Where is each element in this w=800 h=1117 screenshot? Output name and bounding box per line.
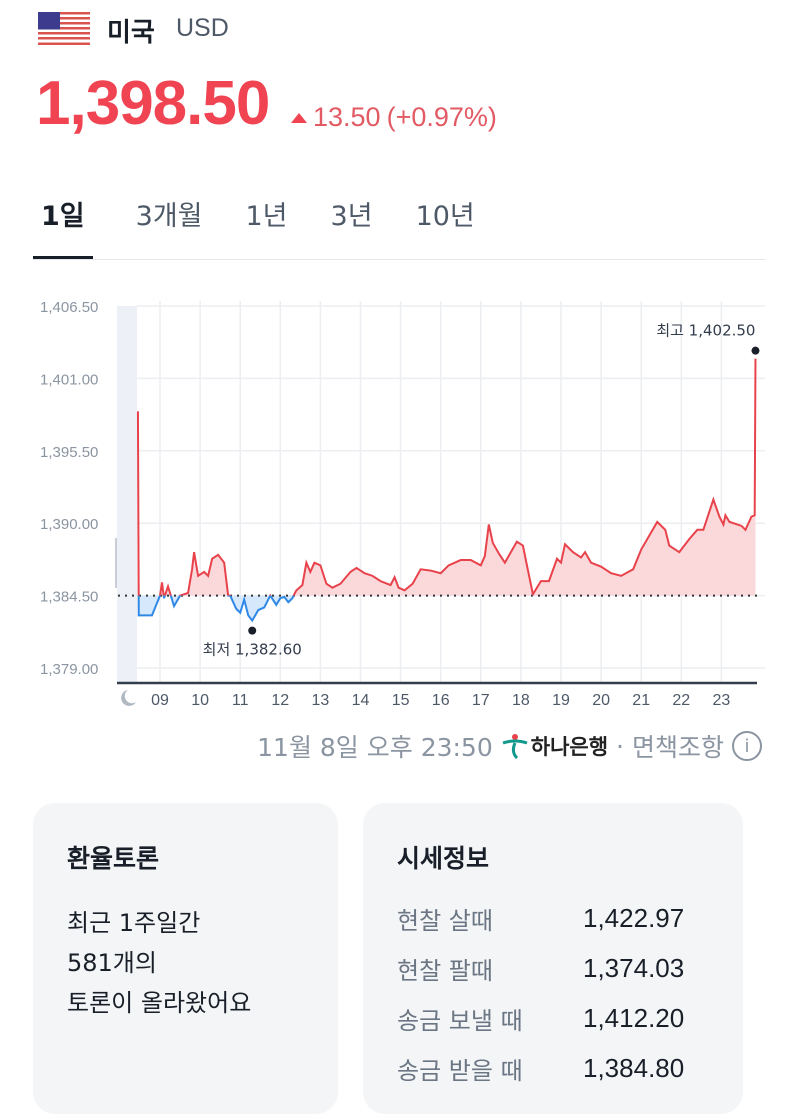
tab-1-year[interactable]: 1년 [245, 201, 288, 232]
up-triangle-icon [291, 112, 307, 123]
rate-row-cash-buy: 현찰 살때 1,422.97 [397, 893, 743, 943]
change-percent: (+0.97%) [386, 102, 497, 132]
discussion-line: 581개의 [67, 949, 157, 977]
x-tick-label: 10 [191, 692, 209, 709]
x-tick-label: 18 [512, 692, 530, 709]
rate-label: 송금 받을 때 [397, 1056, 523, 1085]
x-tick-label: 21 [632, 692, 650, 709]
rate-row-cash-sell: 현찰 팔때 1,374.03 [397, 943, 743, 993]
y-tick-label: 1,384.50 [40, 589, 98, 606]
x-tick-label: 23 [713, 692, 731, 709]
area-fill-up [137, 358, 756, 596]
rate-label: 현찰 팔때 [397, 956, 493, 985]
market-info-card: 시세정보 현찰 살때 1,422.97 현찰 팔때 1,374.03 송금 보낼 때… [363, 803, 743, 1114]
disclaimer-link[interactable]: 면책조항 [631, 733, 724, 762]
tab-3-years[interactable]: 3년 [330, 201, 373, 232]
timestamp: 11월 8일 오후 23:50 [257, 733, 493, 762]
y-tick-label: 1,390.00 [40, 516, 98, 533]
discussion-title: 환율토론 [67, 844, 160, 873]
y-tick-label: 1,406.50 [40, 299, 98, 316]
discussion-line: 최근 1주일간 [67, 909, 201, 937]
rate-value: 1,374.03 [583, 952, 685, 983]
high-label: 최고 1,402.50 [656, 322, 755, 340]
period-tabs: 1일 3개월 1년 3년 10년 [33, 190, 766, 260]
rate-value: 1,422.97 [583, 902, 685, 933]
price-line-up [136, 358, 757, 596]
rate-row-transfer-receive: 송금 받을 때 1,384.80 [397, 1043, 743, 1093]
price-change: 13.50 (+0.97%) [291, 102, 497, 133]
x-tick-label: 15 [392, 692, 410, 709]
rate-value: 1,412.20 [583, 1002, 685, 1033]
tab-10-years[interactable]: 10년 [415, 201, 475, 232]
x-tick-label: 17 [472, 692, 490, 709]
exchange-rate-chart[interactable]: 1,406.50 1,401.00 1,395.50 1,390.00 1,384.50… [0, 280, 800, 720]
x-tick-label: 22 [672, 692, 690, 709]
discussion-line: 토론이 올라왔어요 [67, 989, 252, 1017]
night-band [117, 306, 137, 683]
change-amount: 13.50 [313, 102, 381, 132]
info-icon[interactable]: i [732, 731, 762, 761]
rate-label: 현찰 살때 [397, 906, 493, 935]
high-point [751, 346, 760, 355]
low-point [248, 626, 257, 635]
bank-name: 하나은행 [530, 735, 609, 759]
x-tick-label: 14 [352, 692, 370, 709]
chart-footer: 11월 8일 오후 23:50 하나은행 · 면책조항 i [257, 728, 762, 764]
hana-bank-logo-icon [502, 734, 528, 760]
moon-icon [121, 690, 136, 706]
rate-value: 1,384.80 [583, 1052, 685, 1083]
y-tick-label: 1,379.00 [40, 661, 98, 678]
y-tick-label: 1,401.00 [40, 371, 98, 388]
x-tick-label: 11 [232, 692, 249, 709]
y-tick-label: 1,395.50 [40, 444, 98, 461]
rate-label: 송금 보낼 때 [397, 1006, 523, 1035]
bank-logo: 하나은행 [501, 731, 608, 761]
separator: · [616, 731, 624, 761]
market-info-title: 시세정보 [397, 844, 490, 873]
x-tick-label: 20 [592, 692, 610, 709]
tab-1-day[interactable]: 1일 [33, 190, 93, 259]
current-price: 1,398.50 [36, 69, 270, 138]
country-name: 미국 [107, 18, 155, 48]
x-tick-label: 16 [432, 692, 450, 709]
low-label: 최저 1,382.60 [203, 641, 302, 659]
x-tick-label: 13 [312, 692, 330, 709]
us-flag-icon [38, 12, 90, 45]
rate-row-transfer-send: 송금 보낼 때 1,412.20 [397, 993, 743, 1043]
x-tick-label: 09 [151, 692, 169, 709]
currency-code: USD [176, 14, 229, 42]
x-tick-label: 19 [552, 692, 570, 709]
x-tick-label: 12 [271, 692, 289, 709]
discussion-card[interactable]: 환율토론 최근 1주일간 581개의 토론이 올라왔어요 [33, 803, 338, 1114]
tab-3-months[interactable]: 3개월 [135, 201, 203, 232]
